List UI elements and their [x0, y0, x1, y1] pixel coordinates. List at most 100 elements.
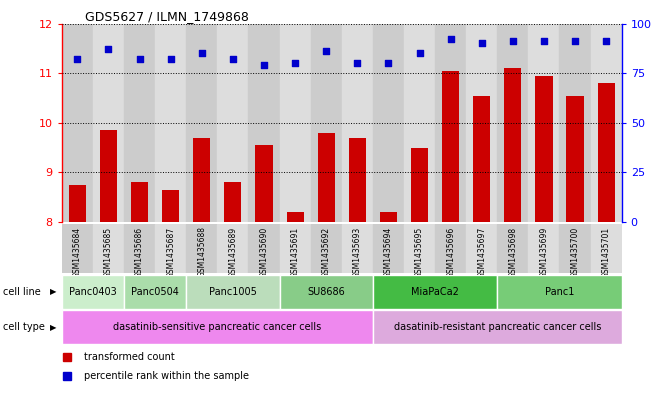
Point	[570, 38, 580, 44]
Text: transformed count: transformed count	[84, 352, 175, 362]
Bar	[404, 24, 435, 222]
Text: GSM1435684: GSM1435684	[73, 226, 82, 277]
Text: ▶: ▶	[50, 287, 57, 296]
Text: cell line: cell line	[3, 287, 41, 297]
Text: percentile rank within the sample: percentile rank within the sample	[84, 371, 249, 381]
Text: GSM1435687: GSM1435687	[166, 226, 175, 277]
Bar	[497, 224, 529, 273]
Text: GSM1435694: GSM1435694	[384, 226, 393, 278]
Bar	[217, 24, 249, 222]
Bar	[435, 224, 466, 273]
Point	[477, 40, 487, 47]
Text: Panc1005: Panc1005	[209, 287, 257, 297]
Bar	[529, 224, 559, 273]
Text: GSM1435689: GSM1435689	[229, 226, 238, 277]
Bar	[559, 224, 590, 273]
Bar	[505, 68, 521, 222]
Text: GSM1435690: GSM1435690	[260, 226, 268, 278]
Bar	[598, 83, 615, 222]
Text: GSM1435688: GSM1435688	[197, 226, 206, 277]
Text: GSM1435698: GSM1435698	[508, 226, 518, 277]
Bar	[162, 190, 179, 222]
Bar	[442, 71, 459, 222]
Text: GSM1435691: GSM1435691	[290, 226, 299, 277]
Bar	[131, 182, 148, 222]
Bar	[497, 24, 529, 222]
Bar	[93, 224, 124, 273]
Point	[321, 48, 331, 55]
Point	[508, 38, 518, 44]
Bar	[279, 275, 373, 309]
Bar	[249, 24, 279, 222]
Bar	[62, 24, 93, 222]
Bar	[529, 24, 559, 222]
Text: GSM1435700: GSM1435700	[570, 226, 579, 278]
Point	[290, 60, 300, 66]
Bar	[373, 224, 404, 273]
Bar	[466, 24, 497, 222]
Point	[72, 56, 83, 62]
Bar	[124, 275, 186, 309]
Bar	[342, 224, 373, 273]
Point	[104, 46, 114, 53]
Text: GSM1435699: GSM1435699	[540, 226, 548, 278]
Bar	[186, 24, 217, 222]
Text: Panc0403: Panc0403	[69, 287, 117, 297]
Bar	[286, 212, 303, 222]
Bar	[155, 24, 186, 222]
Point	[259, 62, 270, 68]
Bar	[155, 224, 186, 273]
Text: GSM1435685: GSM1435685	[104, 226, 113, 277]
Bar	[559, 24, 590, 222]
Bar	[62, 275, 124, 309]
Bar	[217, 224, 249, 273]
Bar	[373, 275, 497, 309]
Bar	[590, 224, 622, 273]
Bar	[93, 24, 124, 222]
Bar	[373, 310, 622, 344]
Bar	[100, 130, 117, 222]
Bar	[249, 224, 279, 273]
Text: GSM1435686: GSM1435686	[135, 226, 144, 277]
Bar	[535, 76, 553, 222]
Bar	[318, 133, 335, 222]
Bar	[311, 24, 342, 222]
Bar	[193, 138, 210, 222]
Bar	[349, 138, 366, 222]
Bar	[124, 224, 155, 273]
Bar	[435, 24, 466, 222]
Bar	[186, 275, 279, 309]
Text: GSM1435693: GSM1435693	[353, 226, 362, 278]
Text: dasatinib-sensitive pancreatic cancer cells: dasatinib-sensitive pancreatic cancer ce…	[113, 322, 322, 332]
Bar	[279, 224, 311, 273]
Text: GSM1435695: GSM1435695	[415, 226, 424, 278]
Text: dasatinib-resistant pancreatic cancer cells: dasatinib-resistant pancreatic cancer ce…	[394, 322, 601, 332]
Bar	[311, 224, 342, 273]
Text: GSM1435697: GSM1435697	[477, 226, 486, 278]
Bar	[186, 224, 217, 273]
Text: Panc0504: Panc0504	[132, 287, 179, 297]
Bar	[473, 95, 490, 222]
Text: GSM1435696: GSM1435696	[446, 226, 455, 278]
Point	[445, 36, 456, 42]
Bar	[62, 310, 373, 344]
Bar	[466, 224, 497, 273]
Point	[197, 50, 207, 57]
Bar	[255, 145, 273, 222]
Bar	[62, 224, 93, 273]
Bar	[342, 24, 373, 222]
Bar	[124, 24, 155, 222]
Bar	[404, 224, 435, 273]
Text: GSM1435692: GSM1435692	[322, 226, 331, 277]
Bar	[411, 148, 428, 222]
Point	[539, 38, 549, 44]
Bar	[225, 182, 242, 222]
Point	[165, 56, 176, 62]
Text: cell type: cell type	[3, 322, 45, 332]
Text: GSM1435701: GSM1435701	[602, 226, 611, 277]
Text: Panc1: Panc1	[545, 287, 574, 297]
Point	[414, 50, 424, 57]
Point	[601, 38, 611, 44]
Point	[228, 56, 238, 62]
Bar	[590, 24, 622, 222]
